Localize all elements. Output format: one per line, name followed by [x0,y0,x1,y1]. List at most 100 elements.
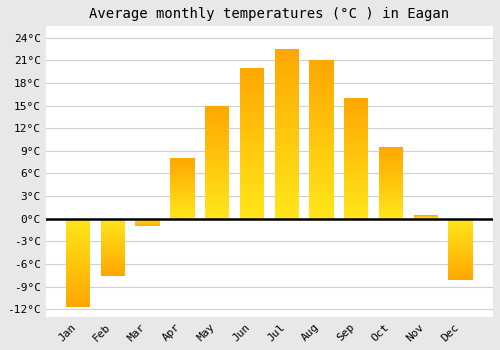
Bar [448,240,472,241]
Bar [344,206,368,209]
Bar [170,198,194,200]
Bar [170,166,194,167]
Bar [448,254,472,255]
Bar [240,174,264,176]
Bar [344,122,368,125]
Bar [205,203,230,205]
Bar [100,241,125,243]
Bar [66,279,90,281]
Bar [205,196,230,198]
Bar [310,76,334,79]
Bar [66,257,90,259]
Bar [274,66,299,69]
Bar [448,260,472,261]
Bar [170,205,194,206]
Bar [100,222,125,223]
Bar [100,249,125,250]
Bar [379,172,403,173]
Bar [205,162,230,164]
Bar [344,185,368,187]
Bar [379,148,403,150]
Bar [344,108,368,110]
Bar [344,204,368,206]
Bar [205,148,230,151]
Bar [310,168,334,171]
Bar [205,105,230,219]
Bar [66,269,90,271]
Bar [310,174,334,177]
Bar [448,238,472,239]
Bar [344,136,368,139]
Bar [66,238,90,239]
Bar [170,167,194,168]
Bar [205,112,230,114]
Bar [240,107,264,110]
Bar [379,147,403,219]
Bar [274,175,299,178]
Bar [240,195,264,198]
Bar [274,168,299,171]
Bar [205,124,230,126]
Bar [170,190,194,191]
Bar [205,117,230,119]
Bar [205,176,230,178]
Bar [379,157,403,159]
Bar [274,151,299,154]
Bar [344,110,368,112]
Bar [448,251,472,252]
Bar [66,250,90,252]
Bar [448,262,472,264]
Bar [274,52,299,56]
Bar [310,127,334,130]
Bar [448,257,472,259]
Bar [66,276,90,278]
Bar [240,122,264,125]
Bar [100,271,125,272]
Bar [240,189,264,191]
Bar [100,219,125,275]
Bar [205,126,230,128]
Bar [170,191,194,192]
Bar [379,183,403,184]
Bar [66,236,90,238]
Bar [344,115,368,117]
Bar [274,49,299,52]
Bar [379,154,403,156]
Bar [100,248,125,249]
Bar [170,206,194,208]
Bar [379,150,403,151]
Bar [240,155,264,158]
Bar [344,199,368,202]
Bar [170,204,194,205]
Bar [379,210,403,211]
Bar [205,167,230,169]
Bar [205,131,230,133]
Bar [100,262,125,263]
Bar [379,160,403,161]
Bar [66,293,90,295]
Bar [448,243,472,244]
Bar [170,175,194,176]
Bar [66,271,90,273]
Bar [379,153,403,154]
Bar [66,288,90,290]
Bar [205,153,230,155]
Bar [100,234,125,236]
Bar [66,248,90,250]
Bar [448,267,472,268]
Bar [100,264,125,265]
Bar [344,120,368,122]
Bar [274,134,299,137]
Bar [379,209,403,210]
Bar [448,259,472,260]
Bar [170,185,194,186]
Bar [274,49,299,219]
Bar [205,178,230,180]
Bar [100,243,125,244]
Bar [170,174,194,175]
Bar [205,194,230,196]
Bar [240,134,264,137]
Bar [448,250,472,251]
Bar [344,100,368,103]
Bar [448,279,472,280]
